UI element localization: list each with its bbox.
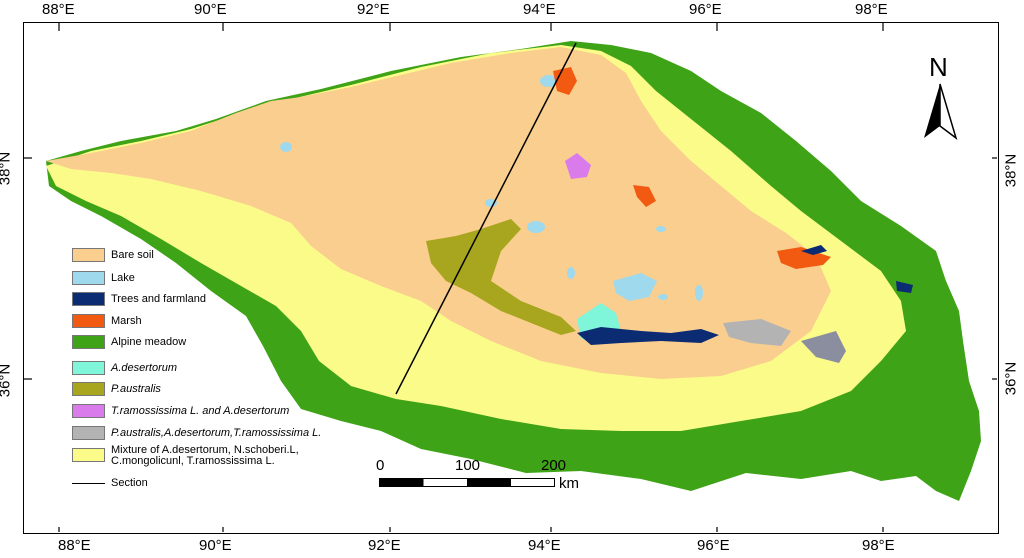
lon-label-92-bottom: 92°E	[368, 537, 401, 554]
map-tick-marks	[24, 23, 997, 532]
legend-item-p-australis: P.australis	[72, 381, 161, 397]
legend-label-mixture: Mixture of A.desertorum, N.schoberi.L, C…	[111, 444, 299, 467]
section-line	[395, 42, 577, 395]
legend-item-mixed-grey: P.australis,A.desertorum,T.ramossissima …	[72, 425, 321, 441]
legend-item-lake: Lake	[72, 270, 135, 286]
legend-label-marsh: Marsh	[111, 314, 142, 327]
lon-label-96-bottom: 96°E	[697, 537, 730, 554]
legend-swatch-marsh	[72, 314, 105, 328]
scale-bar-graphic	[379, 478, 555, 487]
legend-item-bare-soil: Bare soil	[72, 247, 154, 263]
region-p-australis	[426, 219, 576, 335]
lon-label-96-top: 96°E	[689, 1, 722, 18]
legend-swatch-trees-farmland	[72, 292, 105, 306]
legend-swatch-a-desertorum	[72, 361, 105, 375]
legend-swatch-p-australis	[72, 382, 105, 396]
legend-label-tamarisk-desertorum: T.ramossissima L. and A.desertorum	[111, 404, 290, 417]
legend-swatch-tamarisk-desertorum	[72, 404, 105, 418]
legend-label-alpine-meadow: Alpine meadow	[111, 335, 187, 348]
region-mixed-grey	[723, 319, 791, 346]
lon-label-88-bottom: 88°E	[58, 537, 91, 554]
scale-tick-100: 100	[455, 457, 481, 474]
land-cover-map	[24, 23, 997, 532]
region-lakes	[280, 75, 703, 301]
scale-tick-200: 200	[541, 457, 567, 474]
legend-item-a-desertorum: A.desertorum	[72, 360, 177, 376]
legend-swatch-lake	[72, 271, 105, 285]
lat-label-36-right: 36°N	[1002, 361, 1020, 396]
lon-label-94-bottom: 94°E	[528, 537, 561, 554]
scale-tick-0: 0	[376, 457, 385, 474]
legend-swatch-alpine-meadow	[72, 335, 105, 349]
legend-item-trees-farmland: Trees and farmland	[72, 291, 206, 307]
legend-label-lake: Lake	[111, 271, 135, 284]
lon-label-90-top: 90°E	[194, 1, 227, 18]
legend-item-tamarisk-desertorum: T.ramossissima L. and A.desertorum	[72, 403, 289, 419]
scale-unit: km	[559, 475, 579, 492]
map-frame	[23, 22, 999, 534]
lon-label-98-bottom: 98°E	[862, 537, 895, 554]
region-trees-farmland	[577, 245, 913, 345]
legend-item-marsh: Marsh	[72, 313, 142, 329]
region-mixed-grey-2	[801, 331, 846, 363]
legend-label-a-desertorum: A.desertorum	[111, 361, 178, 374]
legend-label-p-australis: P.australis	[111, 382, 161, 395]
legend-item-section: Section	[72, 475, 148, 491]
lon-label-88-top: 88°E	[42, 1, 75, 18]
region-tamarisk-desertorum	[565, 153, 591, 179]
legend-label-trees-farmland: Trees and farmland	[111, 292, 206, 305]
lon-label-98-top: 98°E	[855, 1, 888, 18]
north-arrow-label: N	[929, 52, 948, 82]
legend-item-mixture: Mixture of A.desertorum, N.schoberi.L, C…	[72, 445, 299, 473]
legend-line-section	[72, 482, 105, 484]
lat-label-36-left: 36°N	[0, 363, 14, 398]
legend-swatch-mixed-grey	[72, 426, 105, 440]
legend-label-bare-soil: Bare soil	[111, 248, 154, 261]
lon-label-90-bottom: 90°E	[199, 537, 232, 554]
legend-swatch-bare-soil	[72, 248, 105, 262]
lat-label-38-left: 38°N	[0, 151, 14, 186]
legend-label-mixed-grey: P.australis,A.desertorum,T.ramossissima …	[111, 426, 322, 439]
lon-label-94-top: 94°E	[523, 1, 556, 18]
legend-item-alpine-meadow: Alpine meadow	[72, 334, 186, 350]
legend-swatch-mixture	[72, 448, 105, 462]
lat-label-38-right: 38°N	[1002, 153, 1020, 188]
north-arrow-icon	[924, 83, 958, 140]
lon-label-92-top: 92°E	[357, 1, 390, 18]
legend-label-section: Section	[111, 476, 148, 489]
